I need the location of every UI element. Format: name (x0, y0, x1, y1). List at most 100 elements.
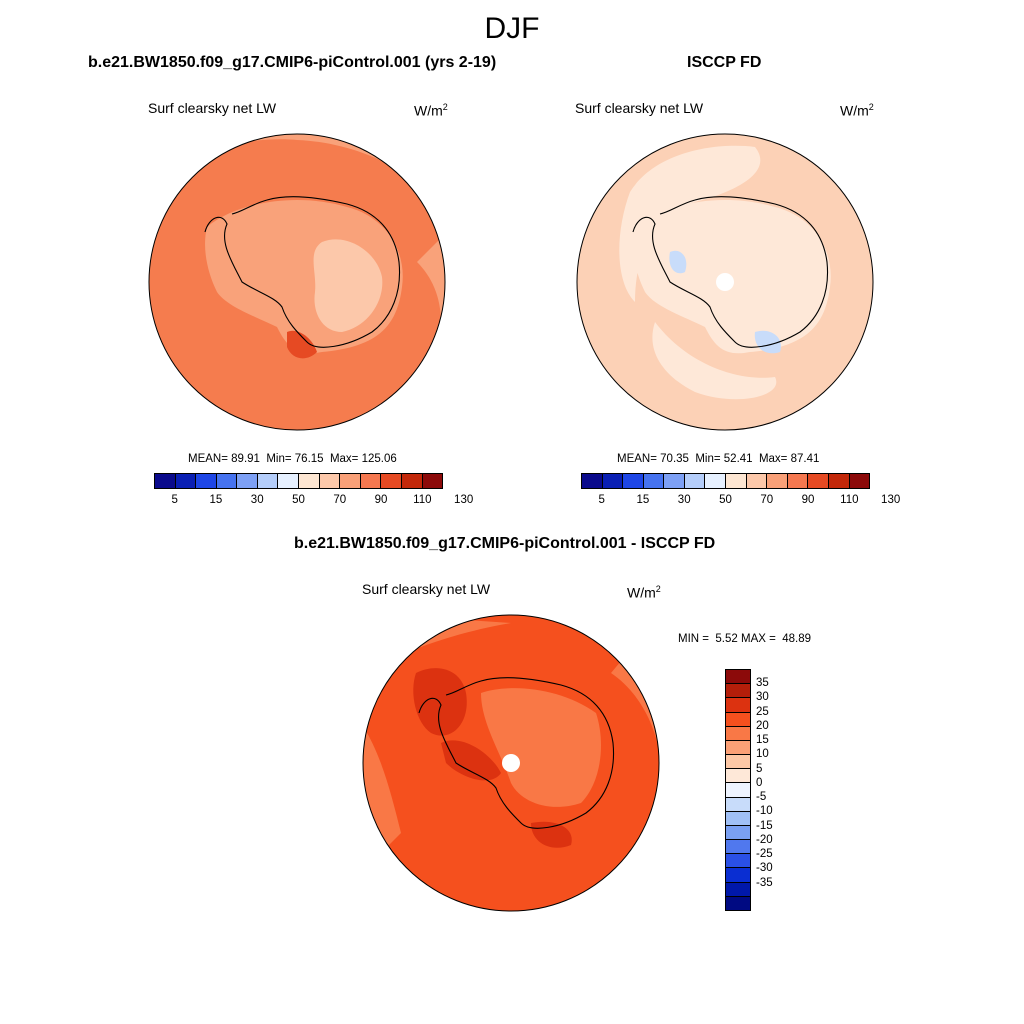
diff-pole-hole (502, 754, 520, 772)
colorbar-swatch (726, 825, 750, 841)
panel1-high-region (287, 330, 317, 359)
colorbar-swatch (726, 783, 750, 798)
colorbar-tick-label: -20 (756, 833, 773, 846)
colorbar-swatch (726, 797, 750, 812)
colorbar-swatch (726, 854, 750, 869)
panel1-variable-label: Surf clearsky net LW (148, 100, 277, 116)
panel2-map-border (576, 133, 874, 431)
colorbar-tick-label: -15 (756, 819, 773, 832)
colorbar-tick-label: 30 (756, 691, 769, 704)
diff-high-region (441, 740, 501, 781)
colorbar-swatch (582, 474, 603, 488)
diff-minmax: MIN = 5.52 MAX = 48.89 (678, 633, 811, 645)
colorbar-swatch (808, 474, 829, 488)
diff-high-region (413, 668, 467, 736)
colorbar-swatch (643, 474, 665, 488)
colorbar-swatch (767, 474, 788, 488)
colorbar-tick-label: -30 (756, 862, 773, 875)
colorbar-tick-label: 0 (756, 776, 763, 789)
colorbar-tick-label: 35 (756, 677, 769, 690)
colorbar-swatch (602, 474, 624, 488)
panel1-polar-map (148, 133, 446, 431)
colorbar-swatch (623, 474, 644, 488)
diff-colorbar-ticks: 35 30 25 20 15 10 5 0 -5 -10 -15 -20 -25 -30 -35 (756, 669, 796, 911)
panel1-colorbar (154, 473, 443, 489)
colorbar-swatch (155, 474, 176, 488)
colorbar-swatch (726, 769, 750, 784)
diff-coastline (418, 677, 615, 829)
colorbar-tick-label: 20 (756, 719, 769, 732)
colorbar-tick-label: 5 (756, 762, 763, 775)
colorbar-swatch (299, 474, 320, 488)
panel1-stats: MEAN= 89.91 Min= 76.15 Max= 125.06 (188, 453, 397, 465)
colorbar-tick-label: 110 (413, 494, 432, 506)
panel1-map-border (148, 133, 446, 431)
diff-colorbar (725, 669, 751, 911)
panel1-colorbar-ticks: 5 15 30 50 70 90 110 130 (154, 494, 473, 510)
panel2-low-region (754, 330, 781, 354)
diff-variable-label: Surf clearsky net LW (362, 581, 491, 597)
colorbar-swatch (726, 740, 750, 756)
panel2-units: W/m2 (840, 102, 874, 119)
panel2-colorbar-ticks: 5 15 30 50 70 90 110 130 (581, 494, 900, 510)
panel1-plateau-field (313, 239, 383, 332)
colorbar-swatch (849, 474, 870, 488)
colorbar-tick-label: 110 (840, 494, 859, 506)
colorbar-swatch (422, 474, 443, 488)
panel2-title: ISCCP FD (687, 54, 762, 71)
colorbar-swatch (726, 840, 750, 855)
colorbar-tick-label: 5 (598, 494, 605, 506)
diff-map-border (362, 614, 660, 912)
colorbar-tick-label: -25 (756, 848, 773, 861)
colorbar-swatch (684, 474, 706, 488)
panel1-contour-region (417, 232, 445, 430)
colorbar-swatch (726, 670, 750, 685)
colorbar-swatch (726, 712, 750, 727)
colorbar-swatch (237, 474, 258, 488)
colorbar-swatch (746, 474, 768, 488)
colorbar-tick-label: 90 (801, 494, 815, 506)
panel1-coastline (204, 196, 401, 348)
colorbar-tick-label: 50 (719, 494, 732, 506)
colorbar-tick-label: 70 (333, 494, 347, 506)
colorbar-swatch (705, 474, 727, 488)
colorbar-tick-label: 130 (881, 494, 901, 506)
colorbar-swatch (340, 474, 361, 488)
panel2-pole-hole (716, 273, 734, 291)
colorbar-tick-label: 70 (760, 494, 774, 506)
panel2-variable-label: Surf clearsky net LW (575, 100, 704, 116)
panel1-units: W/m2 (414, 102, 448, 119)
colorbar-tick-label: -10 (756, 805, 773, 818)
panel2-stats: MEAN= 70.35 Min= 52.41 Max= 87.41 (617, 453, 820, 465)
colorbar-swatch (175, 474, 197, 488)
diff-plateau-field (481, 688, 601, 807)
colorbar-swatch (726, 882, 750, 897)
panel1-title: b.e21.BW1850.f09_g17.CMIP6-piControl.001… (88, 54, 497, 71)
colorbar-tick-label: 25 (756, 705, 769, 718)
colorbar-tick-label: 30 (677, 494, 691, 506)
colorbar-swatch (196, 474, 217, 488)
diff-title: b.e21.BW1850.f09_g17.CMIP6-piControl.001… (294, 535, 716, 552)
colorbar-swatch (726, 868, 750, 883)
colorbar-swatch (726, 811, 750, 826)
colorbar-tick-label: 15 (636, 494, 650, 506)
colorbar-swatch (726, 726, 750, 741)
diff-units: W/m2 (627, 584, 661, 601)
colorbar-swatch (360, 474, 382, 488)
panel2-low-region (669, 250, 687, 274)
colorbar-swatch (664, 474, 685, 488)
colorbar-swatch (726, 684, 750, 699)
panel2-contour-region (652, 322, 777, 400)
colorbar-swatch (828, 474, 850, 488)
colorbar-swatch (787, 474, 809, 488)
colorbar-tick-label: 30 (250, 494, 264, 506)
colorbar-swatch (381, 474, 402, 488)
panel2-polar-map (576, 133, 874, 431)
colorbar-swatch (401, 474, 423, 488)
colorbar-swatch (216, 474, 238, 488)
colorbar-tick-label: 15 (756, 734, 769, 747)
colorbar-swatch (726, 698, 750, 713)
colorbar-tick-label: -5 (756, 791, 767, 804)
colorbar-tick-label: 90 (374, 494, 388, 506)
colorbar-tick-label: 50 (292, 494, 305, 506)
